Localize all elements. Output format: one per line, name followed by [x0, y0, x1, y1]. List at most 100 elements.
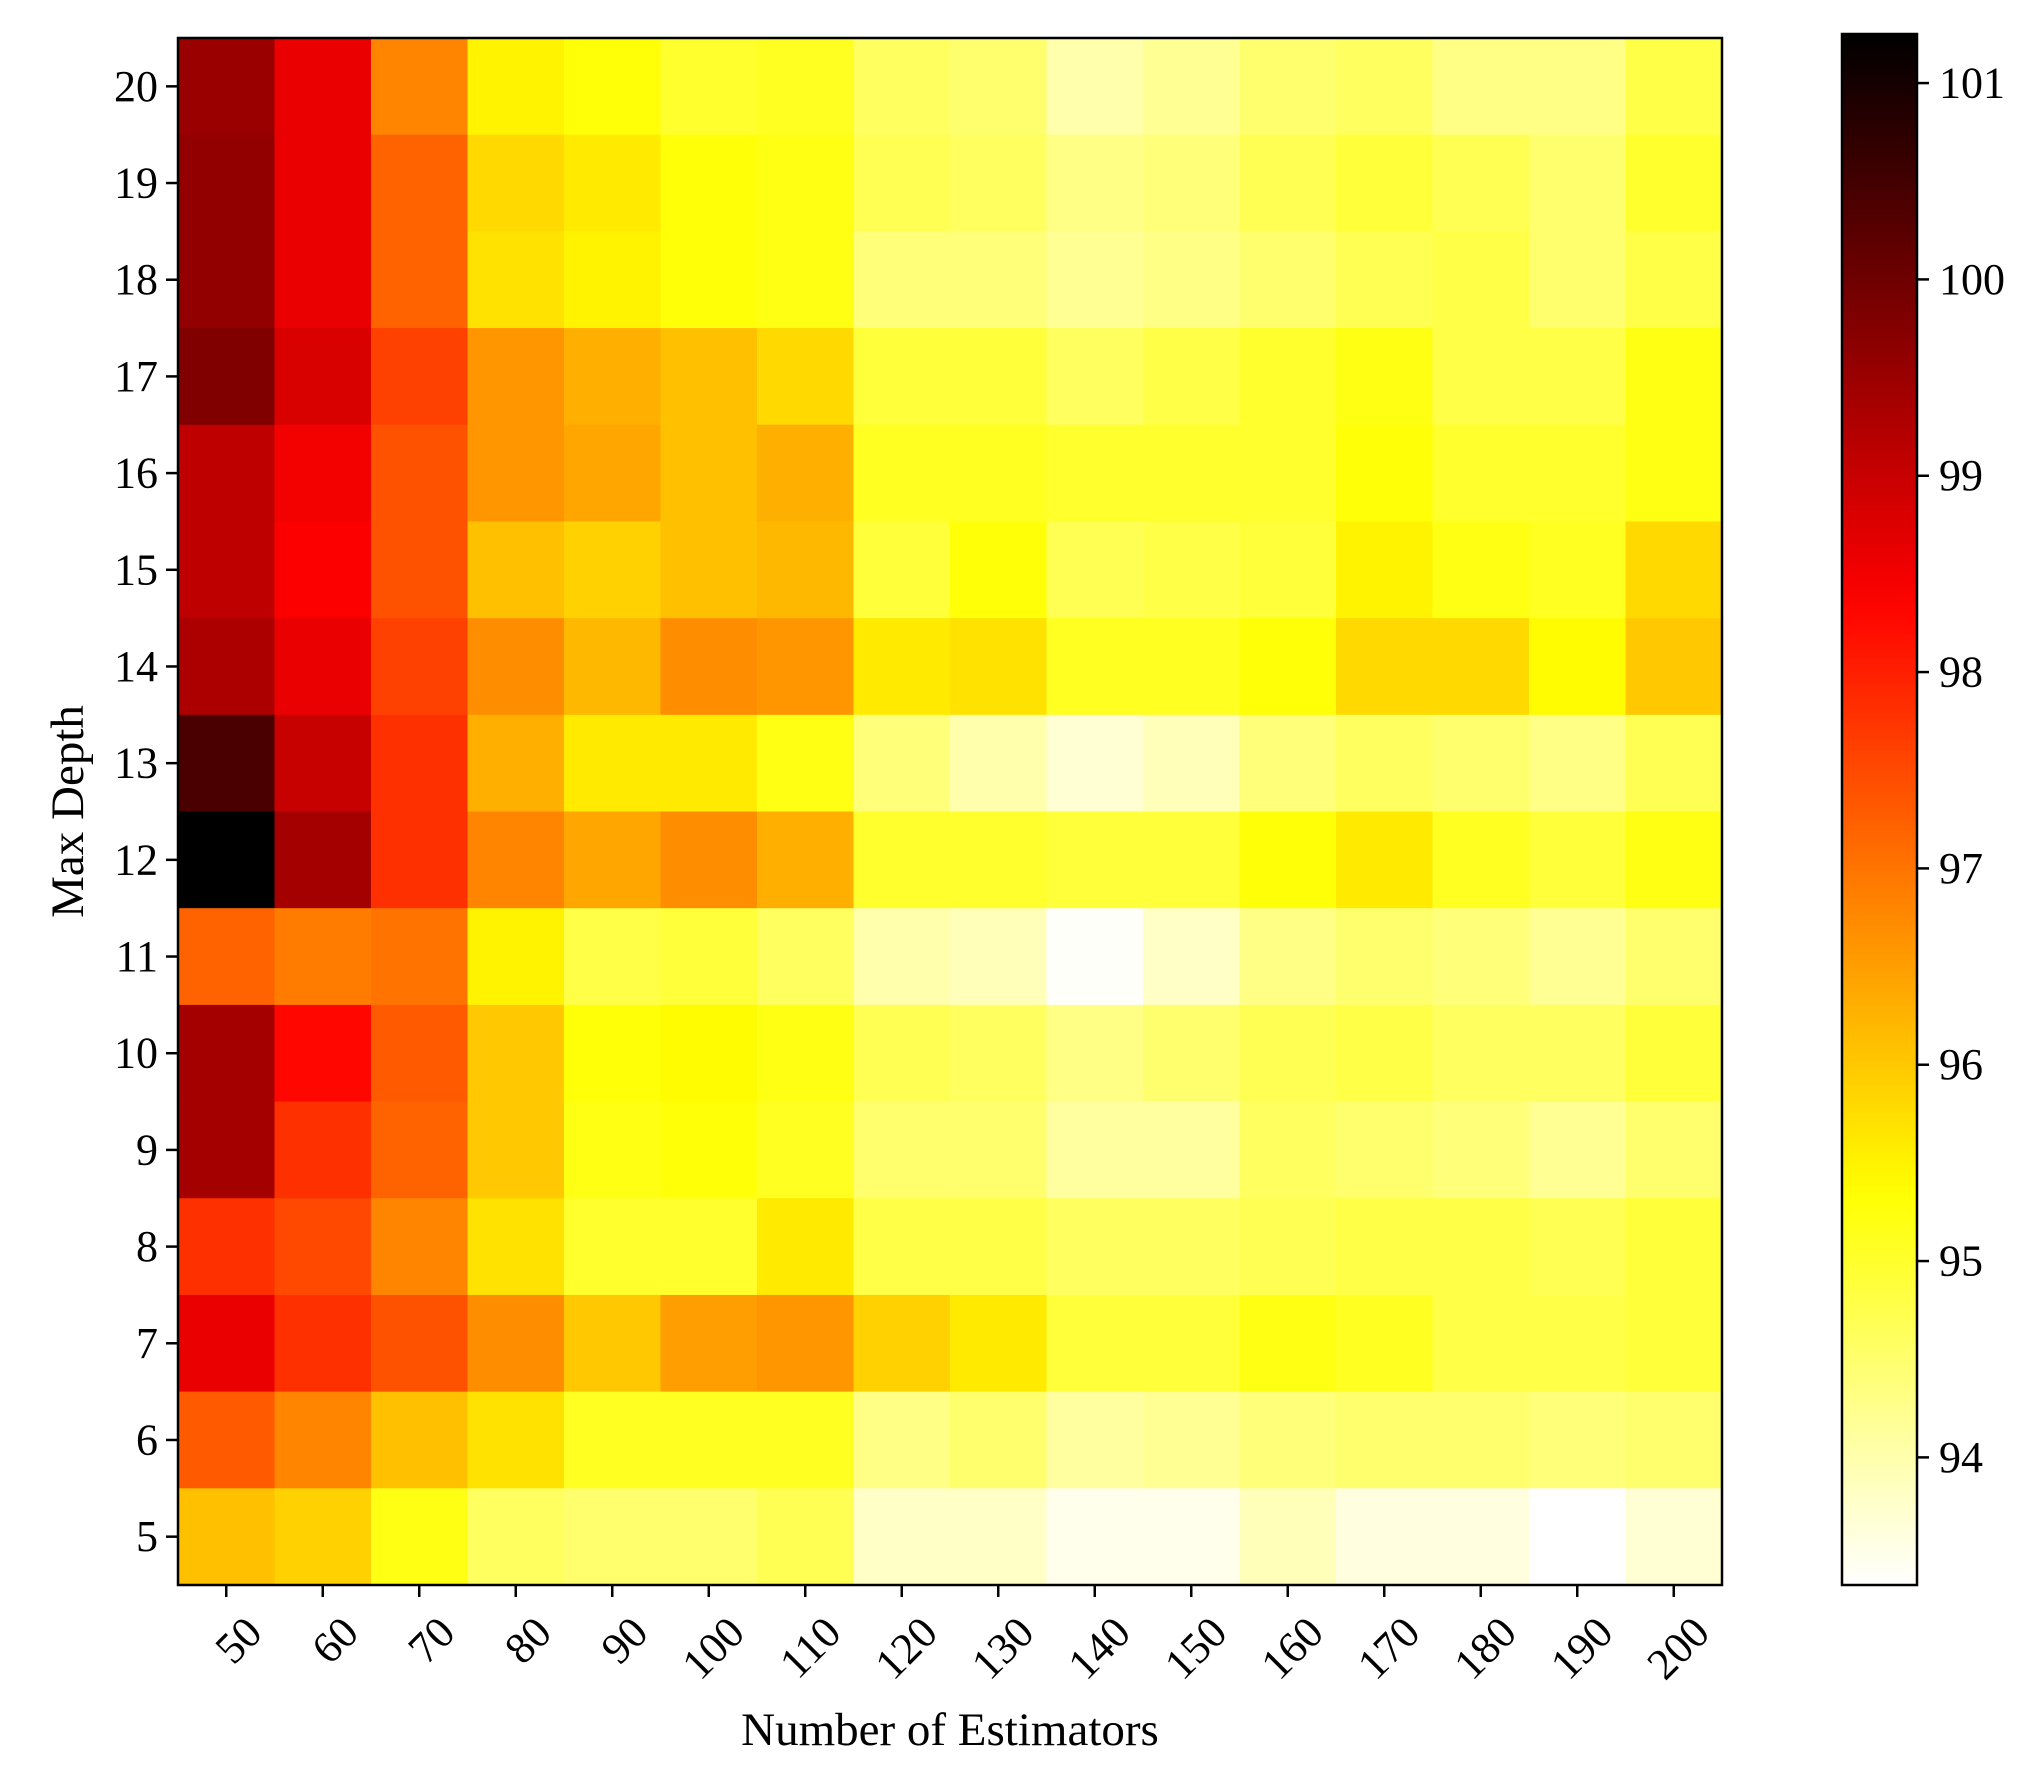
- y-tick-label: 9: [136, 1125, 158, 1174]
- heatmap-cell: [757, 134, 855, 232]
- x-tick-label: 190: [1541, 1607, 1622, 1688]
- heatmap-cell: [950, 424, 1048, 523]
- heatmap-cell: [1432, 134, 1530, 232]
- heatmap-cell: [178, 1294, 276, 1393]
- heatmap-cell: [1336, 618, 1434, 716]
- x-axis-title: Number of Estimators: [741, 1704, 1159, 1756]
- heatmap-cell: [1432, 714, 1530, 813]
- x-tick-label: 100: [673, 1607, 754, 1688]
- heatmap-cell: [660, 38, 758, 136]
- heatmap-cell: [467, 1294, 565, 1393]
- heatmap-cell: [1432, 38, 1530, 136]
- heatmap-cell: [757, 1101, 855, 1199]
- heatmap-cell: [1336, 424, 1434, 523]
- y-axis-title: Max Depth: [42, 705, 94, 918]
- heatmap-cell: [564, 134, 662, 232]
- heatmap-cell: [564, 1488, 662, 1586]
- heatmap-cell: [371, 424, 469, 523]
- heatmap-cell: [564, 38, 662, 136]
- y-tick-label: 5: [136, 1512, 158, 1561]
- heatmap-cell: [1529, 1391, 1627, 1489]
- y-tick-label: 18: [114, 255, 158, 304]
- heatmap-cell: [1046, 1294, 1144, 1393]
- heatmap-cell: [371, 1101, 469, 1199]
- heatmap-cell: [274, 811, 372, 909]
- heatmap-cell: [853, 1198, 951, 1296]
- heatmap-cell: [564, 328, 662, 426]
- y-tick-label: 13: [114, 739, 158, 788]
- heatmap-cell: [1625, 1391, 1723, 1489]
- x-tick-label: 120: [866, 1607, 947, 1688]
- heatmap-cell: [660, 328, 758, 426]
- heatmap-cells: [178, 38, 1723, 1586]
- y-tick-label: 12: [114, 835, 158, 884]
- y-tick-label: 6: [136, 1415, 158, 1464]
- heatmap-cell: [1143, 1101, 1241, 1199]
- heatmap-cell: [178, 38, 276, 136]
- heatmap-cell: [178, 908, 276, 1006]
- y-axis-ticks: 20 19 18 17 16 15 14 13 12 11 10 9 8 7 6 5: [114, 62, 178, 1561]
- heatmap-cell: [371, 38, 469, 136]
- heatmap-cell: [950, 1391, 1048, 1489]
- heatmap-cell: [1239, 328, 1337, 426]
- heatmap-cell: [274, 1004, 372, 1103]
- heatmap-cell: [1625, 521, 1723, 619]
- heatmap-cell: [178, 134, 276, 232]
- heatmap-cell: [1239, 714, 1337, 813]
- colorbar-tick-label: 99: [1939, 451, 1983, 500]
- heatmap-cell: [371, 1004, 469, 1103]
- heatmap-cell: [564, 521, 662, 619]
- heatmap-cell: [371, 1488, 469, 1586]
- heatmap-cell: [1336, 134, 1434, 232]
- heatmap-cell: [1046, 1488, 1144, 1586]
- heatmap-cell: [564, 1391, 662, 1489]
- colorbar: [1840, 32, 1919, 1587]
- heatmap-cell: [950, 231, 1048, 329]
- heatmap-cell: [1239, 1101, 1337, 1199]
- heatmap-cell: [853, 1488, 951, 1586]
- heatmap-cell: [467, 134, 565, 232]
- heatmap-cell: [853, 134, 951, 232]
- heatmap-cell: [1143, 424, 1241, 523]
- heatmap-cell: [950, 1294, 1048, 1393]
- heatmap-cell: [274, 908, 372, 1006]
- heatmap-cell: [1529, 1101, 1627, 1199]
- heatmap-cell: [1625, 1198, 1723, 1296]
- heatmap-cell: [371, 231, 469, 329]
- heatmap-cell: [178, 811, 276, 909]
- y-tick-label: 11: [116, 932, 158, 981]
- heatmap-cell: [371, 618, 469, 716]
- heatmap-cell: [1625, 328, 1723, 426]
- y-tick-label: 7: [136, 1319, 158, 1368]
- heatmap-cell: [1046, 618, 1144, 716]
- heatmap-cell: [1239, 231, 1337, 329]
- heatmap-cell: [853, 328, 951, 426]
- heatmap-cell: [1432, 1198, 1530, 1296]
- heatmap-cell: [467, 1101, 565, 1199]
- colorbar-tick-label: 94: [1939, 1433, 1983, 1482]
- heatmap-cell: [1239, 908, 1337, 1006]
- heatmap-cell: [853, 618, 951, 716]
- heatmap-cell: [1336, 1488, 1434, 1586]
- heatmap-cell: [467, 618, 565, 716]
- heatmap-cell: [660, 811, 758, 909]
- heatmap-cell: [178, 1391, 276, 1489]
- heatmap-cell: [178, 1004, 276, 1103]
- heatmap-cell: [1625, 1004, 1723, 1103]
- heatmap-cell: [950, 1488, 1048, 1586]
- heatmap-cell: [274, 328, 372, 426]
- heatmap-cell: [1046, 1101, 1144, 1199]
- heatmap-cell: [1046, 424, 1144, 523]
- heatmap-cell: [178, 1198, 276, 1296]
- heatmap-cell: [853, 424, 951, 523]
- heatmap-cell: [1625, 811, 1723, 909]
- heatmap-cell: [564, 1004, 662, 1103]
- heatmap-cell: [1239, 424, 1337, 523]
- heatmap-cell: [1625, 1101, 1723, 1199]
- heatmap-cell: [467, 1198, 565, 1296]
- heatmap-cell: [1239, 811, 1337, 909]
- heatmap-cell: [660, 134, 758, 232]
- heatmap-cell: [178, 424, 276, 523]
